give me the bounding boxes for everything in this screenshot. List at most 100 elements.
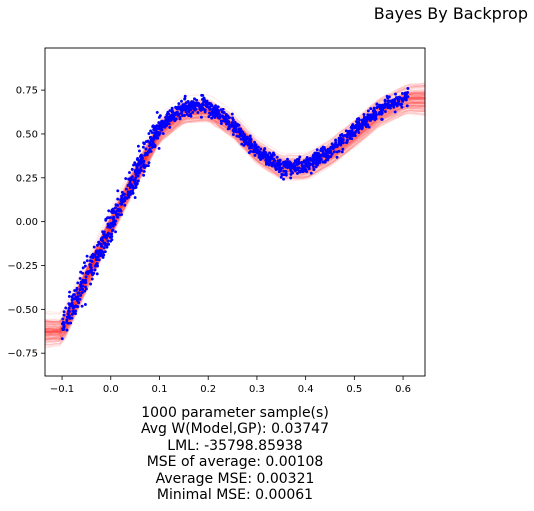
data-point [94, 251, 98, 255]
stat-avg-w: Avg W(Model,GP): 0.03747 [141, 421, 329, 438]
data-point [129, 189, 133, 193]
data-point [159, 125, 163, 128]
stat-minimal-mse: Minimal MSE: 0.00061 [156, 487, 314, 504]
data-point [167, 122, 171, 126]
data-point [315, 148, 319, 152]
data-point [312, 165, 315, 169]
data-point [83, 302, 87, 306]
data-point [329, 155, 333, 158]
y-tick-label: 0.50 [16, 129, 38, 140]
data-point [136, 174, 140, 177]
data-point [78, 276, 82, 280]
data-point [406, 87, 410, 90]
data-point [100, 244, 104, 248]
data-point [95, 258, 99, 261]
data-point [272, 153, 276, 157]
data-point [101, 235, 105, 239]
data-point [152, 137, 156, 141]
data-point [249, 149, 253, 153]
data-point [248, 136, 252, 140]
data-point [174, 117, 178, 121]
data-point [83, 264, 87, 268]
data-point [89, 255, 93, 259]
data-point [340, 140, 344, 144]
data-point [334, 140, 338, 144]
data-point [91, 252, 95, 256]
data-point [305, 155, 309, 159]
data-point [272, 157, 276, 161]
data-point [253, 140, 257, 144]
data-point [399, 103, 403, 107]
data-point [168, 118, 172, 122]
data-point [235, 130, 239, 134]
data-point [367, 117, 371, 121]
data-point [217, 115, 221, 119]
y-tick-label: 0.75 [16, 86, 38, 97]
data-point [373, 108, 376, 112]
data-point [289, 163, 293, 167]
data-point [404, 93, 408, 97]
data-point [239, 137, 243, 141]
data-point [183, 97, 187, 101]
data-point [128, 171, 131, 174]
data-point [231, 133, 235, 136]
data-point [136, 157, 140, 160]
data-point [397, 99, 401, 103]
data-point [400, 92, 404, 95]
data-point [84, 275, 88, 279]
y-tick-label: 0.25 [16, 173, 38, 184]
data-point [283, 161, 286, 165]
y-tick-label: −0.75 [7, 349, 38, 360]
data-point [219, 119, 223, 123]
data-point [367, 125, 371, 129]
data-point [353, 134, 357, 138]
data-point [133, 196, 137, 199]
data-point [210, 116, 214, 120]
sample-curve [45, 109, 425, 344]
data-point [100, 249, 104, 253]
data-point [192, 104, 196, 108]
data-point [85, 259, 89, 263]
data-point [189, 114, 193, 118]
data-point [62, 313, 66, 317]
data-point [389, 100, 393, 103]
data-point [275, 155, 279, 159]
data-point [222, 110, 226, 114]
data-point [282, 173, 286, 177]
data-point [142, 141, 146, 145]
data-point [302, 168, 306, 172]
data-point [307, 165, 311, 169]
data-point [134, 176, 138, 180]
data-point [291, 166, 295, 170]
data-point [193, 108, 197, 112]
data-point [349, 125, 353, 129]
data-point [74, 288, 78, 292]
data-point [135, 182, 139, 186]
data-point [150, 131, 154, 135]
data-point [103, 250, 107, 254]
data-point [176, 113, 180, 117]
data-point [253, 142, 257, 146]
data-point [70, 316, 74, 320]
data-point [355, 124, 359, 128]
data-point [395, 104, 399, 108]
data-point [168, 109, 172, 112]
data-point [164, 115, 167, 119]
data-point [139, 154, 143, 158]
data-point [158, 131, 162, 135]
data-point [127, 195, 131, 199]
data-point [141, 145, 145, 149]
data-point [191, 110, 195, 114]
data-point [213, 107, 217, 111]
data-point [169, 114, 172, 118]
x-axis: −0.1 0.0 0.1 0.2 0.3 0.4 0.5 0.6 [50, 376, 411, 395]
data-point [95, 261, 99, 265]
data-point [340, 132, 344, 136]
data-point [178, 115, 182, 119]
data-point [74, 312, 77, 316]
data-point [282, 169, 286, 173]
data-point [137, 149, 141, 153]
data-point [143, 166, 147, 169]
data-point [106, 225, 110, 229]
data-point [104, 243, 108, 247]
